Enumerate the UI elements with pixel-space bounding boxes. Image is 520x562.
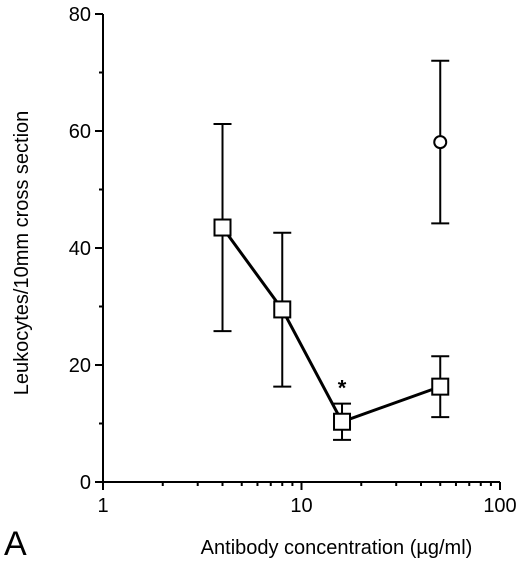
labels-group: Antibody concentration (µg/ml) Leukocytes… [4,111,472,562]
y-tick-label: 20 [69,355,91,377]
square-marker [213,218,232,237]
series-line [221,226,441,424]
y-tick-label: 40 [69,238,91,260]
panel-label: A [4,525,27,562]
error-bars-group [213,59,450,441]
y-tick-label: 80 [69,4,91,26]
markers-group [213,135,450,431]
square-marker [273,300,292,319]
y-tick-label: 60 [69,121,91,143]
axes-group: 0 20 40 60 80 1 10 100 [69,4,517,517]
x-tick-label: 10 [290,495,312,517]
significance-annotation: * [338,376,347,401]
series-lines-group [221,226,441,424]
y-tick-label: 0 [80,472,91,494]
circle-marker [433,135,448,150]
x-axis-title: Antibody concentration (µg/ml) [201,537,473,559]
square-marker [333,412,352,431]
y-axis-title: Leukocytes/10mm cross section [11,111,33,396]
square-marker [431,377,450,396]
x-tick-label: 100 [483,495,516,517]
x-tick-label: 1 [97,495,108,517]
